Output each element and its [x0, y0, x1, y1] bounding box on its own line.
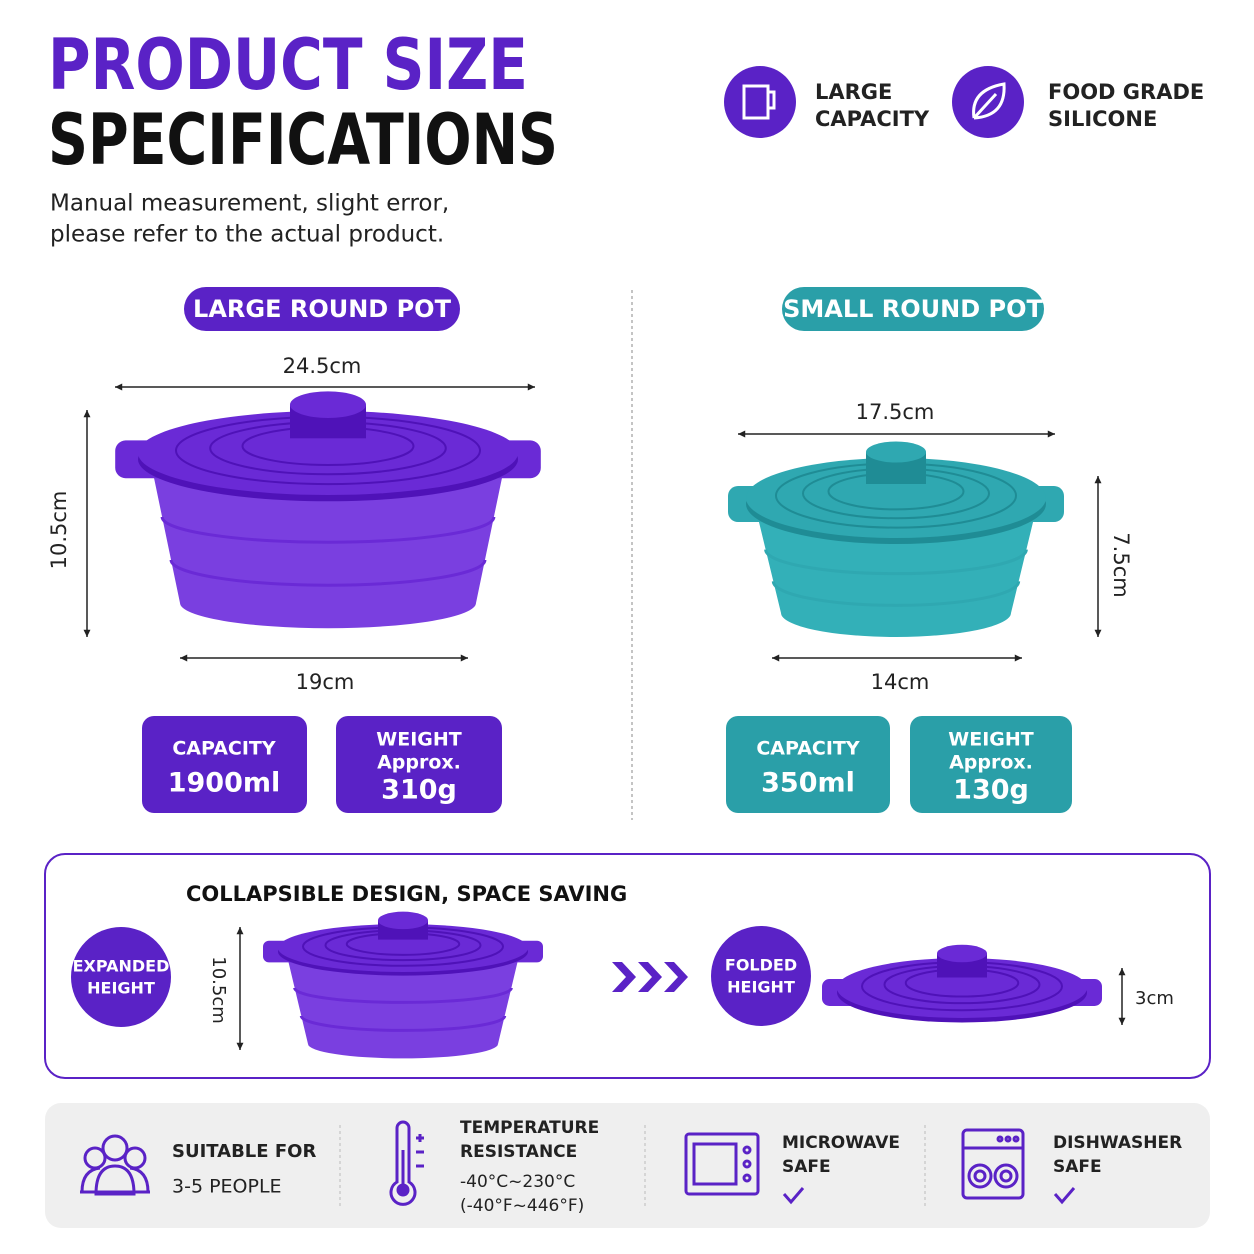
- arrow-head: [738, 430, 746, 438]
- thermometer-icon: [389, 1120, 424, 1206]
- state-label: EXPANDED: [73, 957, 170, 976]
- pot-label: SMALL ROUND POT: [783, 295, 1043, 323]
- arrow-head: [1094, 476, 1102, 484]
- badge-icon: [724, 66, 796, 138]
- spec-label: WEIGHT: [948, 729, 1034, 751]
- check: [1053, 1187, 1076, 1205]
- pot-body: [153, 474, 503, 629]
- badge-text: CAPACITY: [815, 107, 930, 131]
- feature-bar: [45, 1103, 1210, 1228]
- pill: [782, 287, 1044, 331]
- arrow-head: [83, 629, 91, 637]
- state-circle: [71, 927, 171, 1027]
- pot-knob-top: [937, 944, 987, 963]
- arrow-head: [1118, 1017, 1126, 1025]
- badge-text: FOOD GRADE: [1048, 80, 1204, 104]
- leaf-icon: [972, 82, 1006, 120]
- pot-knob-top: [378, 911, 428, 930]
- arrow-head: [1014, 654, 1022, 662]
- dimension: 19cm: [296, 670, 355, 694]
- spec-label: Approx.: [949, 752, 1033, 774]
- state-label: HEIGHT: [727, 978, 795, 997]
- badge-text: SILICONE: [1048, 107, 1157, 131]
- arrow-head: [180, 654, 188, 662]
- dimension: 3cm: [1135, 988, 1174, 1009]
- badge-text: LARGE: [815, 80, 892, 104]
- arrow-head: [772, 654, 780, 662]
- state-label: FOLDED: [725, 956, 797, 975]
- check: [782, 1187, 805, 1205]
- feature-text: 3-5 PEOPLE: [172, 1176, 282, 1198]
- pot-knob-top: [290, 391, 366, 419]
- collapse-title: COLLAPSIBLE DESIGN, SPACE SAVING: [186, 882, 627, 906]
- pot-fold: [771, 581, 1021, 607]
- feature-text: SAFE: [1053, 1157, 1102, 1177]
- pot-label: LARGE ROUND POT: [193, 295, 452, 323]
- dimension: 10.5cm: [208, 956, 229, 1024]
- spec-box: [142, 716, 307, 813]
- dimension: 17.5cm: [856, 400, 935, 424]
- pot-fold: [764, 549, 1028, 576]
- dimension: 7.5cm: [1109, 532, 1133, 597]
- note: Manual measurement, slight error,: [50, 191, 449, 217]
- people-icon: [80, 1134, 150, 1196]
- state-circle: [711, 926, 811, 1026]
- arrow-head: [1094, 629, 1102, 637]
- title: SPECIFICATIONS: [48, 99, 558, 181]
- arrow-head: [460, 654, 468, 662]
- spec-label: CAPACITY: [172, 738, 276, 760]
- microwave-icon: [684, 1132, 760, 1196]
- dishwasher-icon: [961, 1128, 1025, 1200]
- spec-box: [910, 716, 1072, 813]
- feature-text: RESISTANCE: [460, 1142, 577, 1162]
- spec-value: 350ml: [761, 768, 855, 799]
- spec-value: 1900ml: [168, 768, 281, 799]
- feature-text: (-40°F~446°F): [460, 1196, 584, 1216]
- arrow-head: [236, 1042, 244, 1050]
- title: PRODUCT SIZE: [48, 24, 528, 106]
- state-label: HEIGHT: [87, 979, 155, 998]
- arrow-head: [115, 383, 123, 391]
- pot-knob-top: [866, 441, 926, 463]
- spec-label: Approx.: [377, 752, 461, 774]
- spec-box: [726, 716, 890, 813]
- arrow-head: [83, 410, 91, 418]
- spec-label: CAPACITY: [756, 738, 860, 760]
- arrow-head: [236, 927, 244, 935]
- feature-text: SAFE: [782, 1157, 831, 1177]
- pot-body: [288, 960, 518, 1059]
- feature-text: SUITABLE FOR: [172, 1141, 316, 1162]
- pot-fold: [169, 559, 487, 587]
- chevrons: [612, 962, 688, 992]
- note: please refer to the actual product.: [50, 222, 444, 248]
- feature-text: MICROWAVE: [782, 1133, 900, 1153]
- arrow-head: [1118, 968, 1126, 976]
- pot-fold: [299, 1015, 507, 1032]
- arrow-head: [527, 383, 535, 391]
- feature-text: -40°C~230°C: [460, 1172, 575, 1192]
- cup-icon: [742, 84, 776, 120]
- feature-text: DISHWASHER: [1053, 1133, 1182, 1153]
- dimension: 14cm: [871, 670, 930, 694]
- dimension: 10.5cm: [47, 491, 71, 570]
- pot-fold: [293, 987, 513, 1004]
- spec-value: 310g: [381, 775, 457, 806]
- spec-box: [336, 716, 502, 813]
- feature-text: TEMPERATURE: [460, 1118, 599, 1138]
- dimension: 24.5cm: [283, 354, 362, 378]
- spec-value: 130g: [953, 775, 1029, 806]
- pot-body: [758, 518, 1034, 637]
- arrow-head: [1047, 430, 1055, 438]
- pill: [184, 287, 460, 331]
- spec-label: WEIGHT: [376, 729, 462, 751]
- pot-fold: [160, 516, 496, 544]
